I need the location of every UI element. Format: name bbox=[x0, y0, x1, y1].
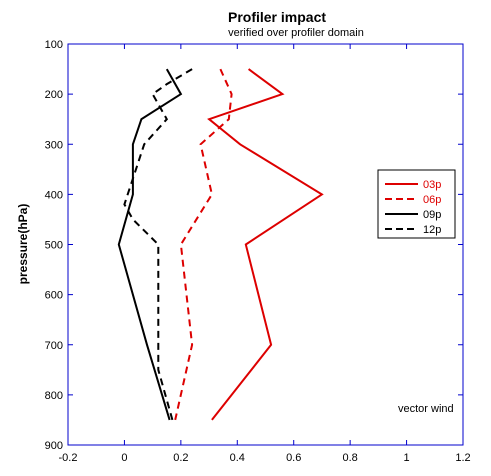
series-line-03p bbox=[207, 68, 324, 421]
legend-label-12p: 12p bbox=[423, 224, 441, 236]
x-tick-label: 0.8 bbox=[342, 452, 357, 464]
y-axis-ticks: 100 200 300 400 500 600 700 800 900 bbox=[45, 39, 463, 452]
y-tick-label: 500 bbox=[45, 240, 63, 252]
y-tick-label: 100 bbox=[45, 39, 63, 51]
legend-label-09p: 09p bbox=[423, 209, 441, 221]
y-tick-label: 600 bbox=[45, 290, 63, 302]
series-line-09p bbox=[117, 68, 183, 421]
x-tick-label: 0 bbox=[121, 452, 127, 464]
x-tick-label: -0.2 bbox=[59, 452, 78, 464]
annotation-vector-wind: vector wind bbox=[398, 403, 454, 415]
series-line-12p bbox=[123, 68, 193, 421]
x-tick-label: 1.2 bbox=[455, 452, 470, 464]
legend-items: 03p 06p 09p 12p bbox=[385, 179, 441, 236]
chart-title: Profiler impact bbox=[228, 9, 326, 25]
legend: 03p 06p 09p 12p bbox=[377, 169, 456, 239]
y-tick-label: 300 bbox=[45, 139, 63, 151]
legend-label-03p: 03p bbox=[423, 179, 441, 191]
series-line-06p bbox=[174, 68, 233, 421]
y-tick-label: 700 bbox=[45, 340, 63, 352]
y-axis-label: pressure(hPa) bbox=[16, 204, 30, 285]
chart-subtitle: verified over profiler domain bbox=[228, 27, 364, 39]
plot-area-frame bbox=[67, 43, 464, 446]
x-tick-label: 0.6 bbox=[286, 452, 301, 464]
y-tick-label: 200 bbox=[45, 89, 63, 101]
y-tick-label: 400 bbox=[45, 189, 63, 201]
y-tick-label: 900 bbox=[45, 440, 63, 452]
x-axis-ticks: -0.2 0 0.2 0.4 0.6 0.8 1 1.2 bbox=[59, 44, 471, 464]
legend-label-06p: 06p bbox=[423, 194, 441, 206]
x-tick-label: 1 bbox=[404, 452, 410, 464]
y-tick-label: 800 bbox=[45, 390, 63, 402]
series-layer bbox=[117, 68, 324, 421]
legend-box bbox=[377, 169, 456, 239]
x-tick-label: 0.4 bbox=[230, 452, 245, 464]
x-tick-label: 0.2 bbox=[173, 452, 188, 464]
